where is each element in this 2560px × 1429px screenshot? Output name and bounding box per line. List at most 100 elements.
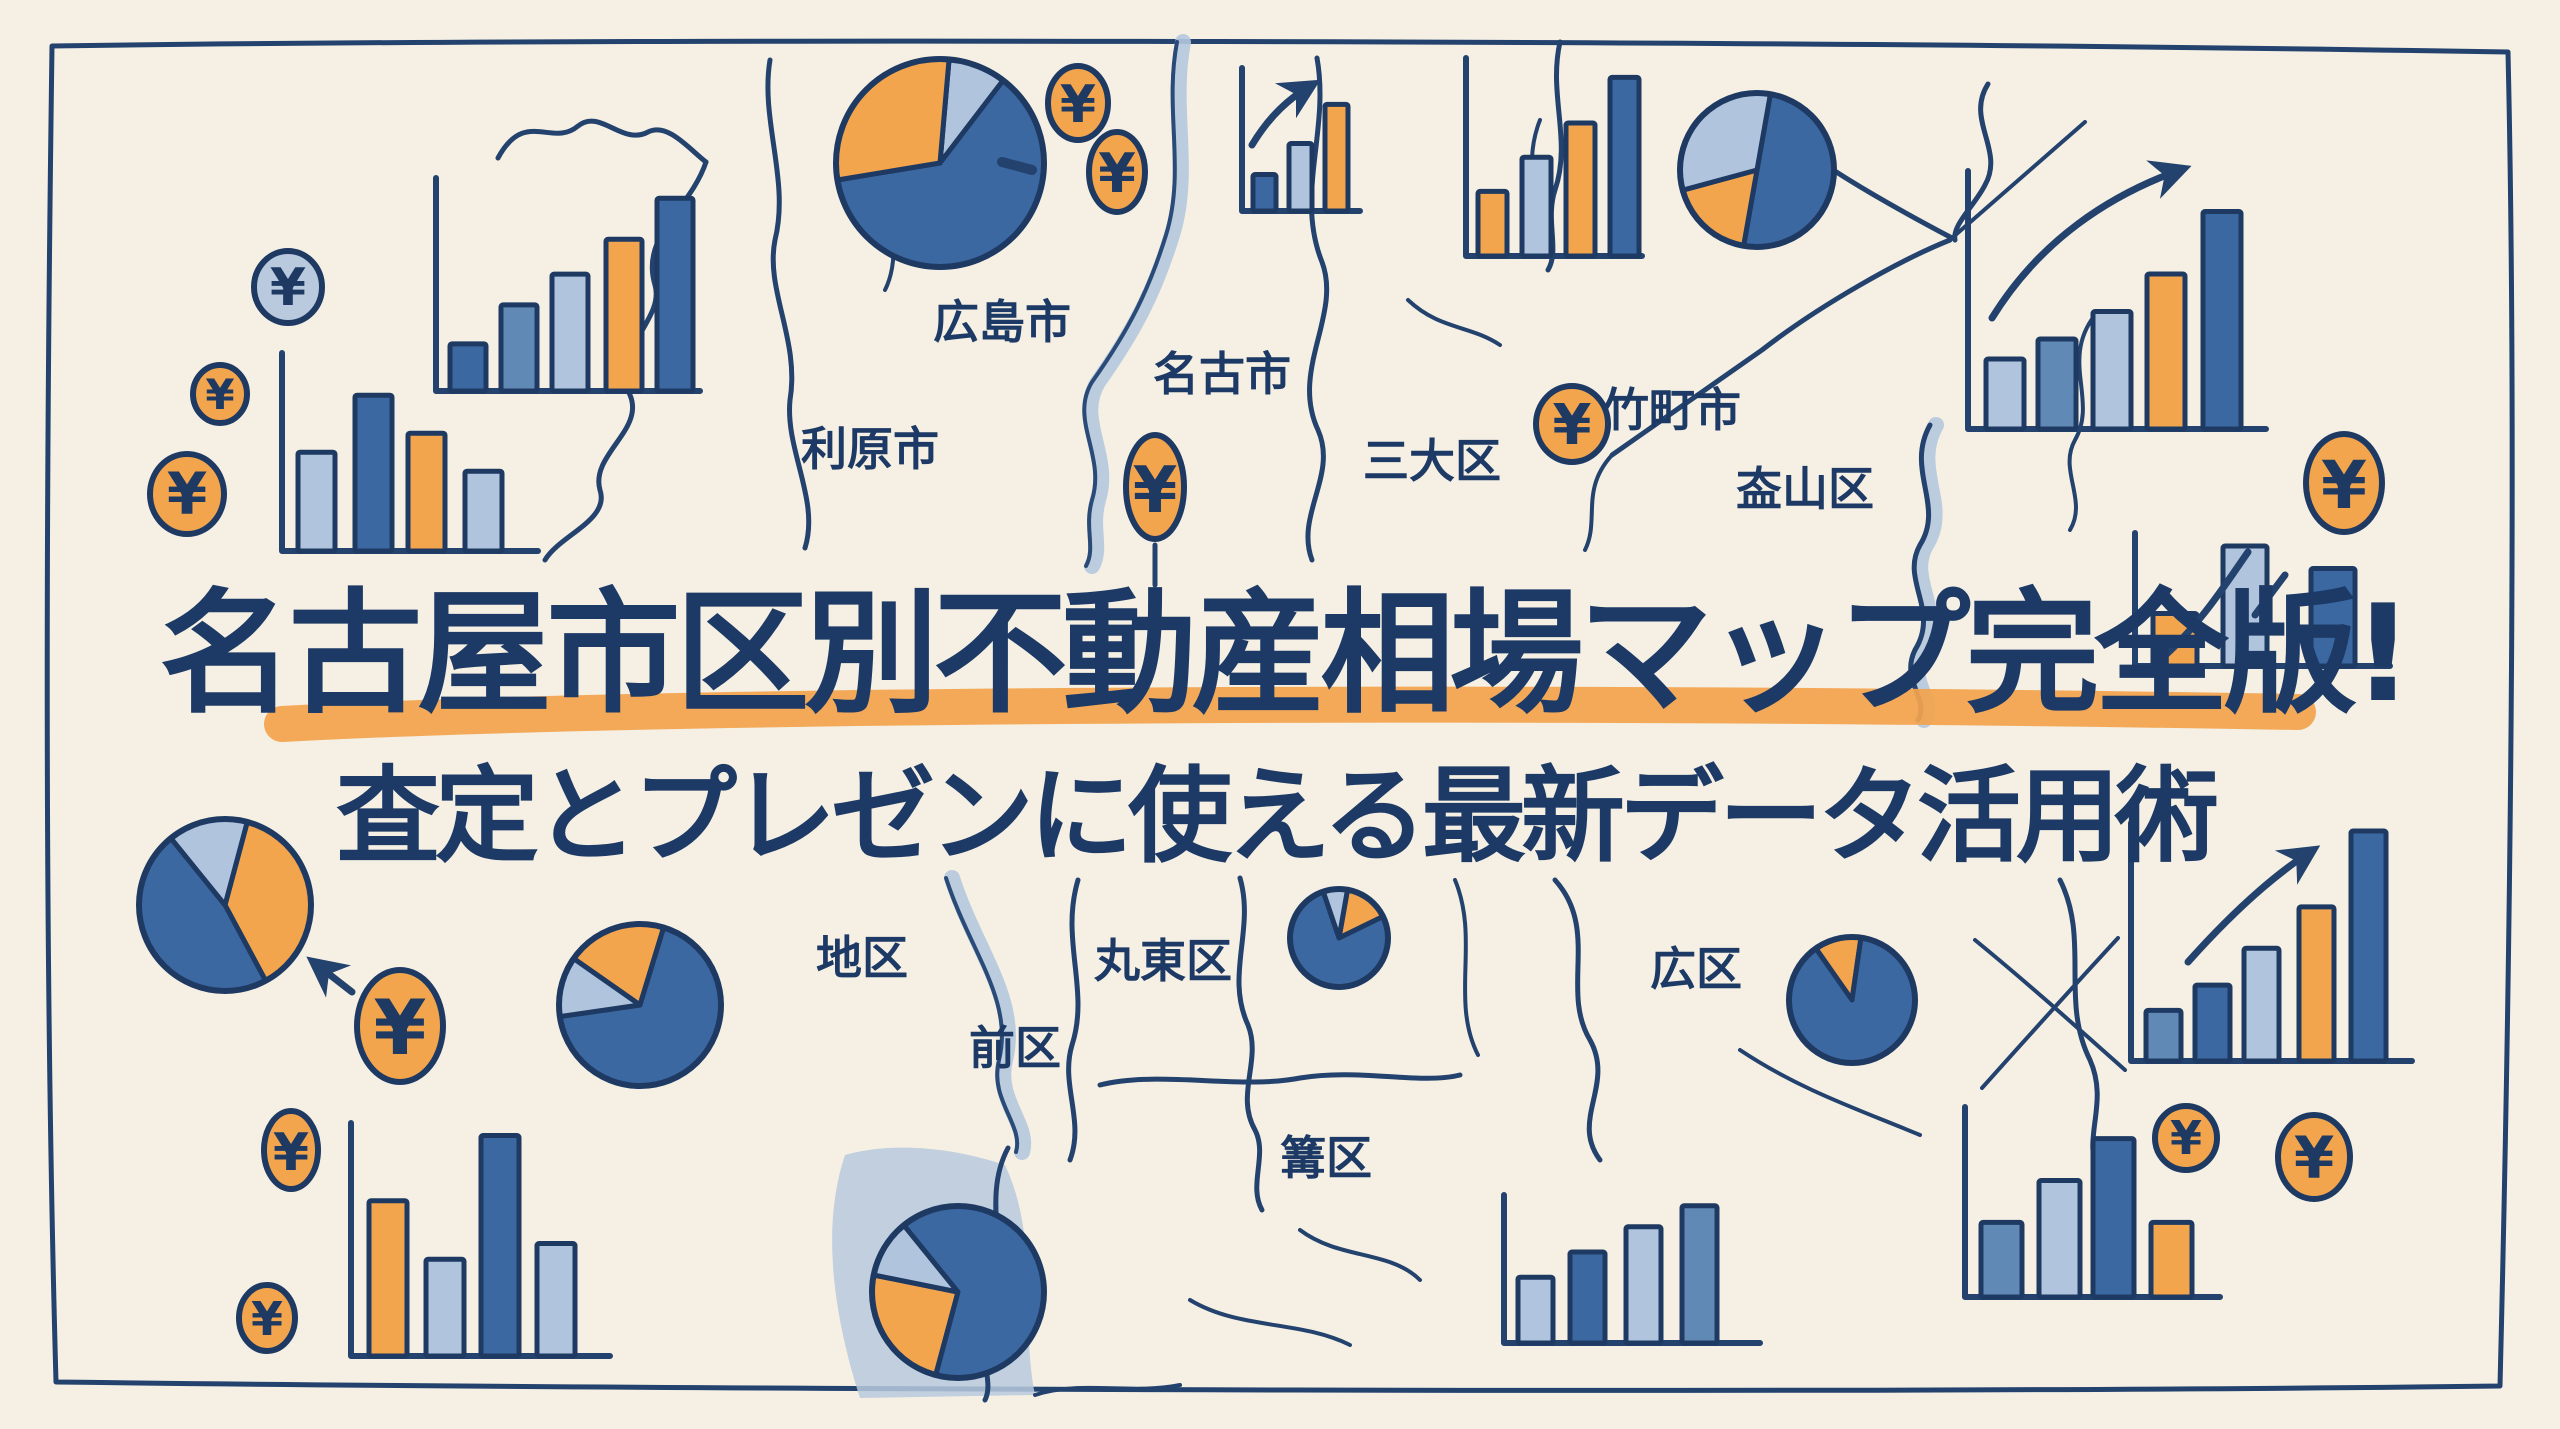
pie-outline xyxy=(556,921,724,1089)
pie-outline xyxy=(1287,886,1391,990)
pie-slice xyxy=(833,56,952,183)
yen-coin: ¥ xyxy=(2275,1112,2353,1202)
bar xyxy=(1983,356,2027,432)
map-label-hiroshima: 広島市 xyxy=(933,295,1071,349)
pie-chart-top-right xyxy=(1677,90,1837,250)
bar xyxy=(1286,141,1315,214)
bar xyxy=(549,271,591,394)
yen-coin: ¥ xyxy=(354,967,446,1085)
bar-chart-right-mid xyxy=(2132,530,2393,669)
yen-coin: ¥ xyxy=(1086,129,1148,215)
yen-coin: ¥ xyxy=(261,1108,321,1192)
bar xyxy=(1515,1274,1556,1346)
pie-outline xyxy=(1786,934,1918,1066)
yen-coin-lightblue: ¥ xyxy=(251,248,325,326)
bar-chart-bottom-left xyxy=(348,1120,613,1359)
map-label-hiroku: 広区 xyxy=(1650,942,1742,996)
bar xyxy=(2200,209,2244,432)
yen-coin: ¥ xyxy=(236,1282,298,1354)
bar xyxy=(366,1198,410,1359)
yen-coin: ¥ xyxy=(190,362,250,426)
dash-mark xyxy=(997,157,1037,175)
trend-tick xyxy=(2251,571,2289,619)
bar xyxy=(2192,982,2233,1064)
yen-coins: ¥ ¥ ¥ ¥ ¥ ¥ ¥ ¥ ¥ ¥ ¥ ¥ ¥ xyxy=(147,63,2385,1354)
bar xyxy=(1607,74,1642,259)
bar xyxy=(423,1256,467,1359)
svg-text:¥: ¥ xyxy=(1133,454,1178,528)
pie-outline xyxy=(136,816,314,994)
bar-chart-small-arrow xyxy=(1239,65,1363,214)
map-label-takemachi: 竹町市 xyxy=(1603,383,1741,437)
svg-text:¥: ¥ xyxy=(2294,1124,2334,1192)
svg-text:¥: ¥ xyxy=(251,1292,283,1346)
map-labels: 広島市 名古市 利原市 三大区 竹町市 盇山区 地区 丸東区 前区 広区 篝区 xyxy=(801,295,1874,1185)
bar xyxy=(295,449,338,554)
pie-outline xyxy=(1677,90,1837,250)
bar xyxy=(405,430,448,554)
bar xyxy=(1679,1203,1720,1346)
pie-outline xyxy=(833,56,1047,270)
bar-chart-bottom-right xyxy=(1962,1104,2223,1300)
bar-chart-top-right xyxy=(1965,160,2269,432)
growth-arrow xyxy=(2184,845,2321,966)
yen-coin: ¥ xyxy=(1533,383,1611,465)
map-label-sandai: 三大区 xyxy=(1363,434,1501,488)
bar-chart-bottom-mid xyxy=(1501,1192,1763,1346)
yen-coin: ¥ xyxy=(2152,1103,2220,1173)
growth-arrow xyxy=(1988,160,2192,322)
bar xyxy=(1623,1224,1664,1346)
bar xyxy=(2143,1007,2184,1064)
bar xyxy=(1978,1219,2025,1300)
bar xyxy=(2090,309,2134,432)
svg-text:¥: ¥ xyxy=(205,370,234,419)
bar xyxy=(478,1133,522,1359)
bar xyxy=(1563,120,1598,259)
map-label-chiku: 地区 xyxy=(816,931,908,985)
bar xyxy=(2348,828,2389,1064)
svg-text:¥: ¥ xyxy=(2170,1111,2202,1165)
bar xyxy=(2090,1136,2137,1300)
yen-coin: ¥ xyxy=(147,451,227,537)
bar-chart-top-mid xyxy=(1463,55,1645,259)
svg-text:¥: ¥ xyxy=(2321,447,2367,524)
svg-text:¥: ¥ xyxy=(270,258,306,318)
yen-coin: ¥ xyxy=(1123,432,1187,542)
bar xyxy=(603,236,645,394)
bar xyxy=(2144,271,2188,432)
bar xyxy=(2148,1219,2195,1300)
pie-chart-small xyxy=(1287,886,1391,990)
bar xyxy=(462,468,505,554)
pie-outline xyxy=(869,1203,1047,1381)
bar xyxy=(447,341,489,394)
map-label-kagariku: 篝区 xyxy=(1280,1131,1372,1185)
yen-coin: ¥ xyxy=(1045,63,1111,143)
bar xyxy=(654,195,696,394)
bar xyxy=(1322,101,1351,214)
map-label-nago: 名古市 xyxy=(1153,347,1291,401)
svg-text:¥: ¥ xyxy=(1060,75,1096,135)
pie-chart-top xyxy=(833,56,1047,270)
bar xyxy=(1475,188,1510,259)
bar-chart-left xyxy=(279,350,541,554)
bar xyxy=(498,302,540,394)
bar xyxy=(2241,945,2282,1064)
pie-chart-hiroku xyxy=(1786,934,1918,1066)
svg-text:¥: ¥ xyxy=(1553,393,1592,458)
river-edge xyxy=(1082,40,1179,568)
bar xyxy=(1250,172,1279,214)
pie-chart-bottom xyxy=(869,1203,1047,1381)
map-label-kiyama: 盇山区 xyxy=(1736,462,1874,516)
bar xyxy=(534,1241,578,1359)
map-label-rihara: 利原市 xyxy=(801,422,939,476)
river-top xyxy=(1082,34,1191,574)
bar xyxy=(2036,1178,2083,1300)
frame-border xyxy=(44,38,2515,1393)
trend-curve xyxy=(2156,548,2252,664)
bar-chart-right-tall xyxy=(2128,820,2415,1064)
bar xyxy=(1519,154,1554,259)
svg-text:¥: ¥ xyxy=(167,460,207,528)
bar-chart-top-left xyxy=(433,175,703,394)
